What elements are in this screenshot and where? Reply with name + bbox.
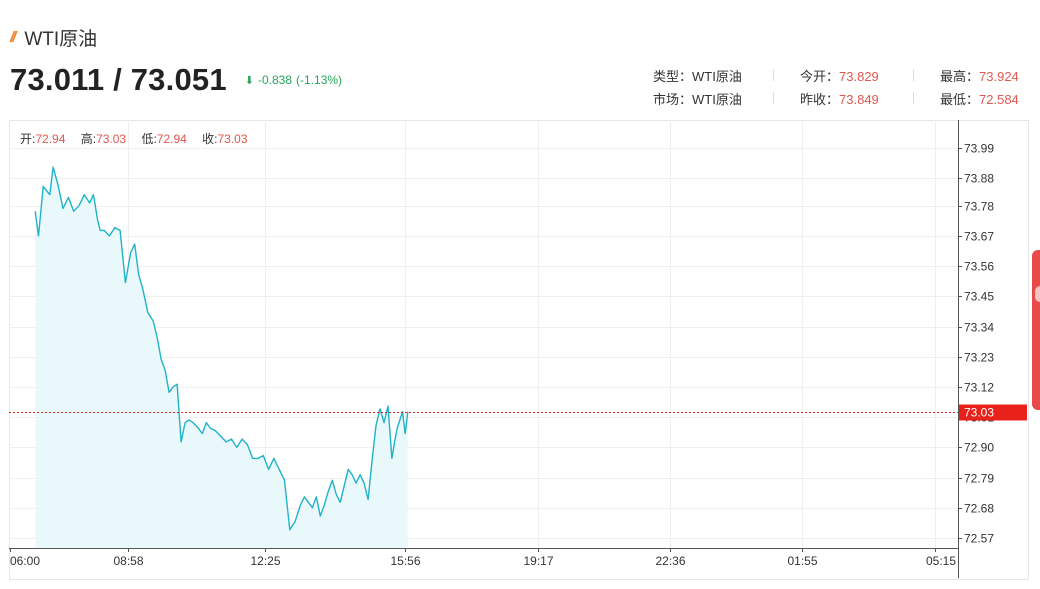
y-tick-label: 72.90 xyxy=(964,441,994,455)
x-tick-label: 19:17 xyxy=(523,554,553,568)
ohlc-close-label: 收: xyxy=(202,132,218,146)
stat-open-label: 今开： xyxy=(800,69,840,84)
x-tick-label: 15:56 xyxy=(390,554,420,568)
stat-low-value: 72.584 xyxy=(979,92,1019,107)
y-tick-label: 73.88 xyxy=(964,172,994,186)
stat-market-label: 市场： xyxy=(653,92,693,107)
current-price-tag xyxy=(959,404,1027,421)
y-tick-label: 73.99 xyxy=(964,142,994,156)
stat-prev-close: 昨收：73.849 xyxy=(800,89,879,108)
side-panel-tab[interactable] xyxy=(1032,250,1040,410)
stat-high: 最高：73.924 xyxy=(940,66,1019,85)
y-tick-label: 72.57 xyxy=(964,532,994,546)
ohlc-low-label: 低: xyxy=(141,132,157,146)
stat-market: 市场：WTI原油 xyxy=(653,89,742,108)
y-tick-label: 73.34 xyxy=(964,321,994,335)
y-tick-label: 73.78 xyxy=(964,200,994,214)
stat-divider xyxy=(913,92,914,104)
ohlc-low-value: 72.94 xyxy=(156,132,187,146)
quote-stats: 类型：WTI原油 市场：WTI原油 今开：73.829 昨收：73.849 最高… xyxy=(0,64,1040,110)
ohlc-high-value: 73.03 xyxy=(96,132,127,146)
stat-type-label: 类型： xyxy=(653,69,693,84)
stat-divider xyxy=(913,69,914,81)
x-tick-label: 22:36 xyxy=(655,554,685,568)
x-tick-label: 05:15 xyxy=(926,554,956,568)
x-tick-label: 12:25 xyxy=(250,554,280,568)
stat-divider xyxy=(773,69,774,81)
current-price-marker: 73.03 xyxy=(9,404,1027,421)
stat-market-value: WTI原油 xyxy=(692,92,742,107)
ohlc-close-value: 73.03 xyxy=(217,132,248,146)
price-change: ⬇ -0.838 (-1.13%) xyxy=(245,73,342,87)
stat-low-label: 最低： xyxy=(940,92,980,107)
stat-high-value: 73.924 xyxy=(979,69,1019,84)
y-axis: 73.99 73.88 73.78 73.67 73.56 73.45 73.34 73.23… xyxy=(958,142,994,546)
brand-mark-icon: // xyxy=(10,28,17,46)
current-price-label: 73.03 xyxy=(964,406,994,420)
stat-prev-close-value: 73.849 xyxy=(839,92,879,107)
price-area-fill xyxy=(35,167,408,548)
side-tab-handle-icon xyxy=(1035,286,1040,302)
stat-type: 类型：WTI原油 xyxy=(653,66,742,85)
y-tick-label: 73.23 xyxy=(964,351,994,365)
chart-area xyxy=(34,166,409,548)
y-tick-label: 73.67 xyxy=(964,230,994,244)
price-line xyxy=(34,166,409,531)
bid-ask-price: 73.011 / 73.051 xyxy=(10,62,227,97)
arrow-down-icon: ⬇ xyxy=(244,74,254,87)
stat-low: 最低：72.584 xyxy=(940,89,1019,108)
chart-frame xyxy=(9,120,1029,580)
change-value: -0.838 xyxy=(257,73,293,87)
price-row: 73.011 / 73.051 ⬇ -0.838 (-1.13%) xyxy=(10,62,342,98)
y-tick-label: 72.68 xyxy=(964,502,994,516)
x-tick-label: 08:58 xyxy=(113,554,143,568)
instrument-title: WTI原油 xyxy=(24,28,98,50)
stat-open: 今开：73.829 xyxy=(800,66,879,85)
x-tick-label: 01:55 xyxy=(787,554,817,568)
y-tick-label: 73.45 xyxy=(964,290,994,304)
stat-high-label: 最高： xyxy=(940,69,980,84)
instrument-header: // WTI原油 xyxy=(10,24,97,50)
stat-open-value: 73.829 xyxy=(839,69,879,84)
change-percent: (-1.13%) xyxy=(296,73,343,87)
ohlc-open-value: 72.94 xyxy=(35,132,66,146)
y-tick-label: 73.56 xyxy=(964,260,994,274)
y-tick-label: 72.79 xyxy=(964,472,994,486)
stat-type-value: WTI原油 xyxy=(692,69,742,84)
stat-prev-close-label: 昨收： xyxy=(800,92,840,107)
ohlc-high-label: 高: xyxy=(80,132,97,146)
price-chart[interactable]: 73.99 73.88 73.78 73.67 73.56 73.45 73.34 73.23… xyxy=(9,120,1029,580)
ohlc-open-label: 开: xyxy=(20,132,36,146)
x-axis: 06:00 08:58 12:25 15:56 19:17 22:36 01:55 05:15 xyxy=(10,548,956,568)
y-tick-label: 73.12 xyxy=(964,381,994,395)
stat-divider xyxy=(773,92,774,104)
ohlc-readout: 开:72.94 高:73.03 低:72.94 收:73.03 xyxy=(20,130,260,147)
x-tick-label: 06:00 xyxy=(10,554,40,568)
